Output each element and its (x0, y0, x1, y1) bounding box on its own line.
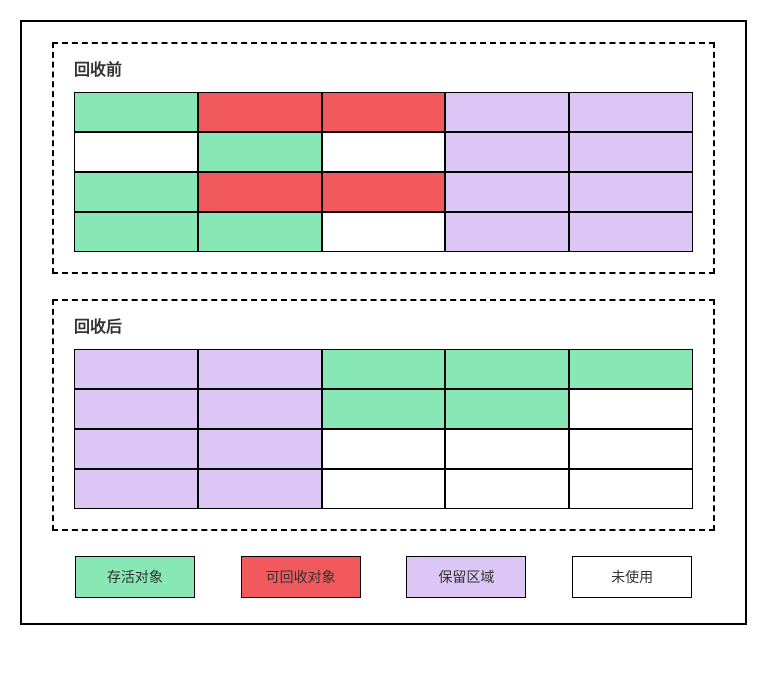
grid-cell-reserved (445, 92, 569, 132)
grid-cell-alive (198, 132, 322, 172)
grid-cell-alive (74, 92, 198, 132)
grid-cell-reserved (569, 172, 693, 212)
grid-cell-alive (198, 212, 322, 252)
grid-cell-unused (322, 469, 446, 509)
grid-cell-recyclable (322, 172, 446, 212)
grid-cell-alive (74, 212, 198, 252)
grid-cell-recyclable (198, 172, 322, 212)
grid-cell-unused (445, 469, 569, 509)
grid-cell-reserved (445, 212, 569, 252)
grid-cell-reserved (569, 212, 693, 252)
grid-cell-unused (445, 429, 569, 469)
before-grid (74, 92, 693, 252)
grid-cell-unused (569, 469, 693, 509)
grid-cell-reserved (74, 429, 198, 469)
after-title: 回收后 (74, 313, 693, 337)
grid-cell-reserved (74, 469, 198, 509)
before-panel: 回收前 (52, 42, 715, 274)
grid-cell-reserved (569, 92, 693, 132)
diagram-frame: 回收前 回收后 存活对象 可回收对象 保留区域 未使用 (20, 20, 747, 625)
legend-recyclable: 可回收对象 (241, 556, 361, 598)
legend-reserved: 保留区域 (406, 556, 526, 598)
grid-cell-alive (74, 172, 198, 212)
after-panel: 回收后 (52, 299, 715, 531)
legend-unused: 未使用 (572, 556, 692, 598)
grid-cell-recyclable (198, 92, 322, 132)
grid-cell-unused (322, 132, 446, 172)
grid-cell-unused (569, 429, 693, 469)
grid-cell-reserved (198, 429, 322, 469)
grid-cell-reserved (198, 469, 322, 509)
grid-cell-alive (445, 389, 569, 429)
before-title: 回收前 (74, 56, 693, 80)
grid-cell-unused (74, 132, 198, 172)
grid-cell-unused (569, 389, 693, 429)
grid-cell-alive (322, 349, 446, 389)
grid-cell-alive (322, 389, 446, 429)
legend-alive: 存活对象 (75, 556, 195, 598)
grid-cell-reserved (198, 389, 322, 429)
after-grid (74, 349, 693, 509)
grid-cell-unused (322, 212, 446, 252)
grid-cell-reserved (74, 349, 198, 389)
legend: 存活对象 可回收对象 保留区域 未使用 (52, 556, 715, 598)
grid-cell-reserved (74, 389, 198, 429)
grid-cell-recyclable (322, 92, 446, 132)
grid-cell-unused (322, 429, 446, 469)
grid-cell-reserved (569, 132, 693, 172)
grid-cell-reserved (445, 172, 569, 212)
grid-cell-alive (569, 349, 693, 389)
grid-cell-alive (445, 349, 569, 389)
grid-cell-reserved (198, 349, 322, 389)
grid-cell-reserved (445, 132, 569, 172)
